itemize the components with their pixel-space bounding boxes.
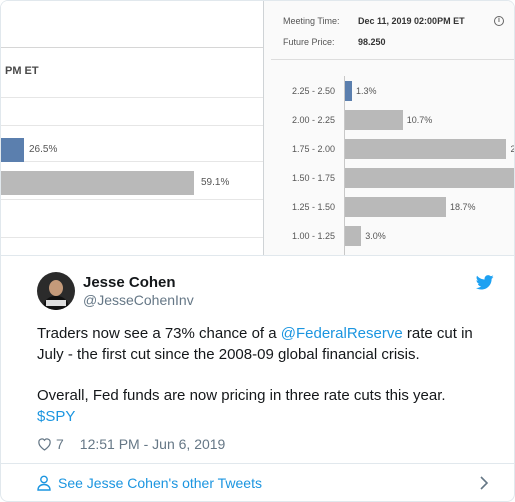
tweet-paragraph-2: Overall, Fed funds are now pricing in th… [37,387,446,425]
range-label: 2.00 - 2.25 [291,115,335,125]
probability-bar-label: 18.7% [449,202,476,212]
left-rule [1,199,263,200]
see-more-tweets-link[interactable]: See Jesse Cohen's other Tweets [58,475,262,491]
probability-bar-label: 3.0% [365,231,386,241]
tweet-actions: 7 12:51 PM - Jun 6, 2019 [37,435,225,453]
left-bar-label-1: 26.5% [29,144,58,155]
left-bar-1 [1,138,24,162]
range-label: 1.75 - 2.00 [291,144,335,154]
person-icon [37,475,51,491]
probability-bar-label: 10.7% [406,115,433,125]
left-rule [1,161,263,162]
probability-bar-label: 1.3% [356,86,377,96]
left-bar-2 [1,171,194,195]
probability-bar [345,139,507,159]
tweet-paragraph-1: Traders now see a 73% chance of a @Feder… [37,325,473,363]
footer-separator [1,463,514,464]
info-icon[interactable]: i [494,16,504,26]
cashtag-link[interactable]: $SPY [37,408,76,425]
like-count[interactable]: 7 [56,436,64,452]
see-more-tweets-row[interactable]: See Jesse Cohen's other Tweets [1,464,514,501]
avatar[interactable] [37,272,75,310]
chevron-right-icon[interactable] [479,476,489,490]
probability-bar [345,110,403,130]
left-rule [1,237,263,238]
left-rule [1,97,263,98]
left-header-line [1,47,263,48]
range-label: 2.25 - 2.50 [291,86,335,96]
left-header-text: PM ET [5,65,39,77]
probability-bar [345,81,353,101]
tweet-timestamp[interactable]: 12:51 PM - Jun 6, 2019 [79,436,226,452]
left-chart-panel: PM ET 26.5% 59.1% [1,1,263,255]
tweet-text: Traders now see a 73% chance of a @Feder… [37,323,487,447]
meeting-time-value: Dec 11, 2019 02:00PM ET [358,16,465,26]
left-bar-label-2: 59.1% [201,177,230,188]
probability-bar [345,197,446,217]
range-label: 1.00 - 1.25 [291,231,335,241]
chart-axis [344,76,345,255]
heart-icon[interactable] [37,437,52,451]
author-handle[interactable]: @JesseCohenInv [83,292,194,308]
left-rule [1,125,263,126]
author-name[interactable]: Jesse Cohen [83,274,176,291]
range-label: 1.50 - 1.75 [291,173,335,183]
tweet-media-image[interactable]: PM ET 26.5% 59.1% Meeting Time: Dec 11, 2… [1,1,514,256]
future-price-row: Future Price: 98.250 [283,37,386,47]
future-price-value: 98.250 [358,37,386,47]
meta-separator [271,59,514,60]
range-label: 1.25 - 1.50 [291,202,335,212]
twitter-bird-icon[interactable] [476,275,494,290]
meeting-time-row: Meeting Time: Dec 11, 2019 02:00PM ET [283,16,465,26]
meeting-time-label: Meeting Time: [283,16,340,26]
future-price-label: Future Price: [283,37,335,47]
probability-bar [345,226,362,246]
probability-bar-label: 29.9% [510,139,514,159]
mention-link[interactable]: @FederalReserve [280,325,403,342]
probability-bar [345,168,514,188]
panel-divider [263,1,264,255]
